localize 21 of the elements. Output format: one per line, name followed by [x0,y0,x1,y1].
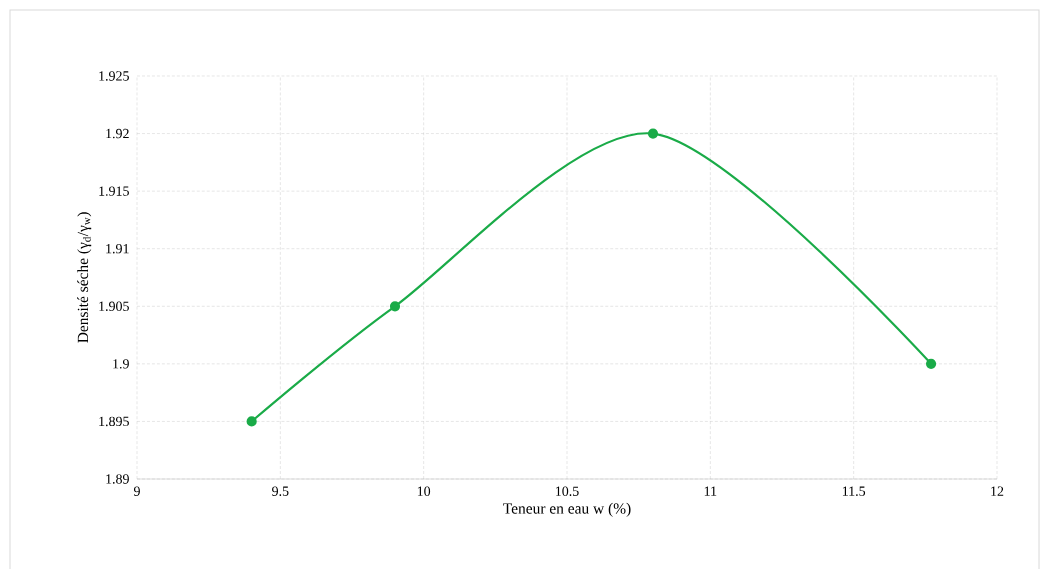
y-tick-label: 1.91 [106,243,129,254]
x-tick-label: 11.5 [842,486,866,496]
x-tick-label: 10 [417,486,431,496]
y-tick-label: 1.915 [99,186,129,196]
x-tick-label: 10.5 [556,486,579,496]
y-tick-label: 1.925 [99,71,129,81]
x-tick-label: 11 [704,486,717,496]
y-tick-label: 1.905 [99,301,129,312]
point [389,301,401,312]
y-tick-label: 1.89 [106,474,129,484]
point [246,416,257,427]
y-tick-label: 1.895 [99,416,129,427]
x-tick-label: 9.5 [272,486,289,496]
y-tick-label: 1.9 [113,359,129,369]
x-tick-label: 9 [133,486,140,496]
y-axis-title: Densité séche (γ$_{d}$/γ$_{w}$) [77,212,92,343]
point [925,358,937,369]
x-axis-title: Teneur en eau w (%) [503,502,631,517]
y-tick-label: 1.92 [106,128,129,139]
x-tick-label: 12 [991,486,1004,496]
point [647,128,659,139]
